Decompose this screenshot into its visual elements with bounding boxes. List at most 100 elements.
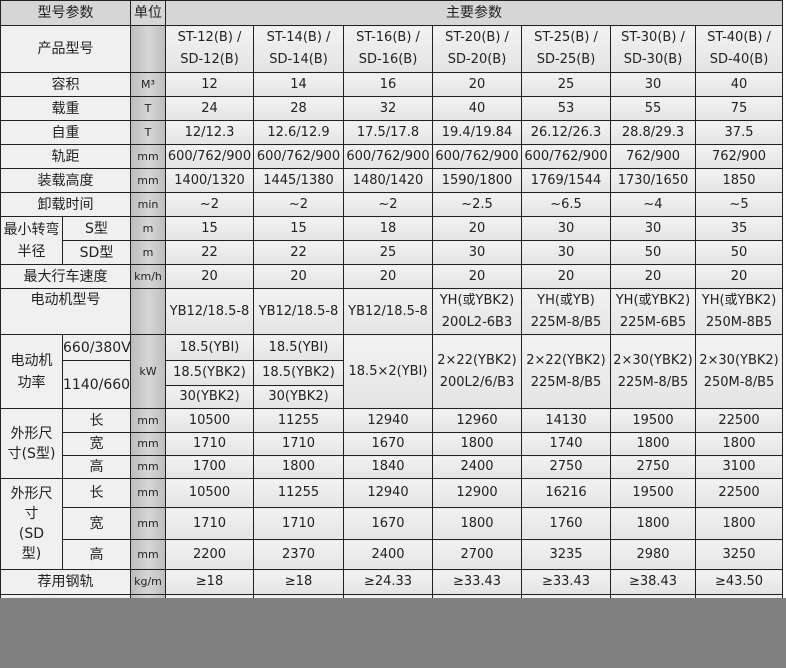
table-row: 外形尺 寸 (SD 型) 长 mm 10500 11255 12940 12900 16216…	[0, 478, 784, 570]
value-cell: 26.12/26.3	[521, 120, 611, 145]
table-row: 30(YBK2) 30(YBK2)	[1, 385, 783, 409]
value-cell: 55	[610, 96, 696, 121]
unit-cell: mm	[130, 168, 166, 193]
value-cell: 19.4/19.84	[432, 120, 522, 145]
cell: 18.5(YBI)	[253, 334, 344, 361]
value-cell: 600/762/900	[343, 144, 433, 169]
value-cell: ≥18	[165, 569, 254, 595]
cell: 18.5(YBK2)	[253, 360, 344, 386]
row-label: 轨距	[0, 144, 131, 169]
value-cell: 1710	[165, 432, 254, 456]
value-cell: 3235	[521, 539, 611, 570]
row-label: 容积	[0, 72, 131, 97]
unit-cell: mm	[130, 539, 166, 570]
cell: 30(YBK2)	[253, 385, 344, 409]
gray-overlay	[0, 598, 786, 668]
table-row: 宽 mm 1710 1710 1670 1800 1760 1800 1800	[1, 507, 784, 540]
row-label: 产品型号	[0, 25, 131, 73]
voltage-label: 660/380V	[62, 334, 131, 361]
value-cell: ≥18	[253, 569, 344, 595]
table-row: 卸载时间 min ~2 ~2 ~2 ~2.5 ~6.5 ~4 ~5	[0, 192, 784, 217]
value-cell: 28.8/29.3	[610, 120, 696, 145]
value-cell: 20	[165, 264, 254, 289]
value-cell: 2×30(YBK2) 250M-8/B5	[694, 334, 784, 409]
value-cell: 53	[521, 96, 611, 121]
value-cell: 40	[694, 72, 784, 97]
value-cell: 20	[432, 216, 522, 241]
header-main: 主要参数	[164, 0, 784, 26]
value-cell: 20	[694, 264, 784, 289]
value-cell: 1480/1420	[343, 168, 433, 193]
table-row: SD型 m 22 22 25 30 30 50 50	[1, 240, 784, 265]
value-cell: 12940	[343, 408, 433, 433]
value-cell: ≥38.43	[610, 569, 696, 595]
value-cell: 1760	[521, 507, 611, 540]
value-cell: 30	[610, 72, 696, 97]
cell: 18.5(YBI)	[165, 334, 254, 361]
value-cell: 762/900	[694, 144, 784, 169]
table-row: 宽 mm 1710 1710 1670 1800 1740 1800 1800	[1, 432, 784, 456]
value-cell: 50	[610, 240, 696, 265]
unit-cell: M³	[130, 72, 166, 97]
value-cell: 12900	[432, 478, 522, 508]
row-label: 外形尺 寸(S型)	[0, 408, 63, 479]
value-cell: ~2	[343, 192, 433, 217]
value-cell: 14130	[521, 408, 611, 433]
row-label: 装载高度	[0, 168, 131, 193]
value-cell: 40	[432, 96, 522, 121]
unit-cell: kg/m	[130, 569, 166, 595]
value-cell: ~2.5	[432, 192, 522, 217]
value-cell: ≥43.50	[694, 569, 784, 595]
value-cell: 16216	[521, 478, 611, 508]
value-cell: 75	[694, 96, 784, 121]
table-row: 载重 T 24 28 32 40 53 55 75	[0, 96, 784, 121]
value-cell: 11255	[253, 408, 344, 433]
value-cell: 1800	[253, 455, 344, 479]
cell: 30(YBK2)	[165, 385, 254, 409]
voltage-label: 1140/660V	[62, 360, 131, 409]
row-label: 载重	[0, 96, 131, 121]
value-cell: 1800	[610, 507, 696, 540]
value-cell: 20	[432, 264, 522, 289]
value-cell: 1730/1650	[610, 168, 696, 193]
unit-cell	[130, 288, 166, 335]
sub-label: S型	[62, 216, 131, 241]
value-cell: 2750	[610, 455, 696, 479]
table-row: 荐用钢轨 kg/m ≥18 ≥18 ≥24.33 ≥33.43 ≥33.43 ≥38.43 ≥4…	[0, 569, 784, 595]
value-cell: 2700	[432, 539, 522, 570]
table-row: 型号参数 单位 主要参数	[0, 0, 784, 26]
value-cell: 1400/1320	[165, 168, 254, 193]
value-cell: YB12/18.5-8	[165, 288, 254, 335]
value-cell: 20	[610, 264, 696, 289]
value-cell: 12.6/12.9	[253, 120, 344, 145]
value-cell: 1800	[432, 507, 522, 540]
value-cell: 2750	[521, 455, 611, 479]
value-cell: 16	[343, 72, 433, 97]
unit-cell: mm	[130, 432, 166, 456]
value-cell: 18	[343, 216, 433, 241]
unit-cell: kW	[130, 334, 166, 409]
value-cell: 1850	[694, 168, 784, 193]
unit-cell	[130, 25, 166, 73]
value-cell: 32	[343, 96, 433, 121]
value-cell: 2400	[432, 455, 522, 479]
sub-label: SD型	[62, 240, 131, 265]
header-param: 型号参数	[0, 0, 131, 26]
value-cell: 15	[253, 216, 344, 241]
value-cell: 1800	[432, 432, 522, 456]
value-cell: ≥33.43	[521, 569, 611, 595]
value-cell: ST-25(B) / SD-25(B)	[521, 25, 611, 73]
sub-label: 宽	[62, 507, 131, 540]
value-cell: 30	[521, 240, 611, 265]
row-label: 最小转弯 半径	[0, 216, 63, 265]
row-label: 外形尺 寸 (SD 型)	[0, 478, 63, 570]
unit-cell: mm	[130, 507, 166, 540]
sub-label: 高	[62, 455, 131, 479]
value-cell: ST-20(B) / SD-20(B)	[432, 25, 522, 73]
value-cell: 1710	[253, 432, 344, 456]
table-row: 高 mm 1700 1800 1840 2400 2750 2750 3100	[1, 455, 784, 479]
value-cell: 3250	[694, 539, 784, 570]
row-label: 最大行车速度	[0, 264, 131, 289]
value-cell: 19500	[610, 478, 696, 508]
value-cell: 20	[343, 264, 433, 289]
